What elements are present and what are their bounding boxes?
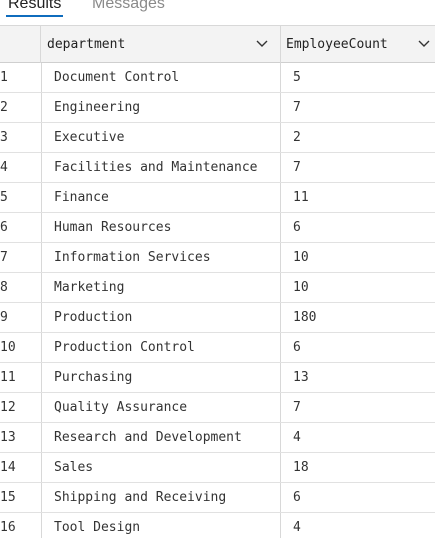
table-row[interactable]: 14 Sales 18 <box>0 453 435 483</box>
employee-count-cell[interactable]: 2 <box>293 130 301 145</box>
column-header-department[interactable]: department <box>41 26 281 63</box>
department-cell[interactable]: Production <box>41 303 281 332</box>
table-row[interactable]: 5 Finance 11 <box>0 183 435 213</box>
department-cell[interactable]: Production Control <box>41 333 281 362</box>
table-row[interactable]: 1 Document Control 5 <box>0 63 435 93</box>
department-cell[interactable]: Sales <box>41 453 281 482</box>
table-row[interactable]: 11 Purchasing 13 <box>0 363 435 393</box>
employee-count-cell[interactable]: 10 <box>293 250 309 265</box>
table-row[interactable]: 8 Marketing 10 <box>0 273 435 303</box>
table-row[interactable]: 2 Engineering 7 <box>0 93 435 123</box>
department-cell[interactable]: Document Control <box>41 63 281 92</box>
employee-count-cell[interactable]: 7 <box>293 100 301 115</box>
row-number: 12 <box>0 400 16 415</box>
column-header-employeecount[interactable]: EmployeeCount <box>281 26 435 63</box>
department-cell[interactable]: Facilities and Maintenance <box>41 153 281 182</box>
department-cell[interactable]: Finance <box>41 183 281 212</box>
row-number: 1 <box>0 70 8 85</box>
employee-count-cell[interactable]: 6 <box>293 220 301 235</box>
table-row[interactable]: 13 Research and Development 4 <box>0 423 435 453</box>
results-tab-bar: Results Messages <box>0 0 435 24</box>
employee-count-cell[interactable]: 11 <box>293 190 309 205</box>
employee-count-cell[interactable]: 5 <box>293 70 301 85</box>
department-cell[interactable]: Shipping and Receiving <box>41 483 281 512</box>
table-row[interactable]: 10 Production Control 6 <box>0 333 435 363</box>
grid-header-row: department EmployeeCount <box>0 25 435 63</box>
employee-count-cell[interactable]: 6 <box>293 340 301 355</box>
department-cell[interactable]: Quality Assurance <box>41 393 281 422</box>
row-number: 2 <box>0 100 8 115</box>
department-cell[interactable]: Information Services <box>41 243 281 272</box>
table-row[interactable]: 4 Facilities and Maintenance 7 <box>0 153 435 183</box>
row-number: 14 <box>0 460 16 475</box>
table-row[interactable]: 9 Production 180 <box>0 303 435 333</box>
table-row[interactable]: 3 Executive 2 <box>0 123 435 153</box>
row-number: 13 <box>0 430 16 445</box>
row-number: 16 <box>0 520 16 535</box>
row-number: 3 <box>0 130 8 145</box>
row-number: 7 <box>0 250 8 265</box>
tab-results[interactable]: Results <box>5 0 64 17</box>
row-number: 9 <box>0 310 8 325</box>
employee-count-cell[interactable]: 180 <box>293 310 317 325</box>
chevron-down-icon[interactable] <box>417 39 431 49</box>
row-number: 5 <box>0 190 8 205</box>
department-cell[interactable]: Engineering <box>41 93 281 122</box>
chevron-down-icon[interactable] <box>255 39 269 49</box>
table-row[interactable]: 16 Tool Design 4 <box>0 513 435 538</box>
row-number: 6 <box>0 220 8 235</box>
row-number: 11 <box>0 370 16 385</box>
department-cell[interactable]: Executive <box>41 123 281 152</box>
column-header-label: EmployeeCount <box>286 37 388 52</box>
row-number-header <box>0 26 41 63</box>
row-number: 15 <box>0 490 16 505</box>
employee-count-cell[interactable]: 7 <box>293 400 301 415</box>
table-row[interactable]: 6 Human Resources 6 <box>0 213 435 243</box>
department-cell[interactable]: Purchasing <box>41 363 281 392</box>
column-header-label: department <box>47 37 126 52</box>
department-cell[interactable]: Human Resources <box>41 213 281 242</box>
row-number: 10 <box>0 340 16 355</box>
row-number: 4 <box>0 160 8 175</box>
employee-count-cell[interactable]: 10 <box>293 280 309 295</box>
department-cell[interactable]: Tool Design <box>41 513 281 538</box>
employee-count-cell[interactable]: 7 <box>293 160 301 175</box>
employee-count-cell[interactable]: 4 <box>293 520 301 535</box>
employee-count-cell[interactable]: 13 <box>293 370 309 385</box>
employee-count-cell[interactable]: 4 <box>293 430 301 445</box>
row-number: 8 <box>0 280 8 295</box>
tab-messages[interactable]: Messages <box>92 0 165 12</box>
results-grid: department EmployeeCount 1 Document Cont… <box>0 25 435 538</box>
table-row[interactable]: 7 Information Services 10 <box>0 243 435 273</box>
employee-count-cell[interactable]: 18 <box>293 460 309 475</box>
department-cell[interactable]: Marketing <box>41 273 281 302</box>
table-row[interactable]: 15 Shipping and Receiving 6 <box>0 483 435 513</box>
table-row[interactable]: 12 Quality Assurance 7 <box>0 393 435 423</box>
department-cell[interactable]: Research and Development <box>41 423 281 452</box>
employee-count-cell[interactable]: 6 <box>293 490 301 505</box>
